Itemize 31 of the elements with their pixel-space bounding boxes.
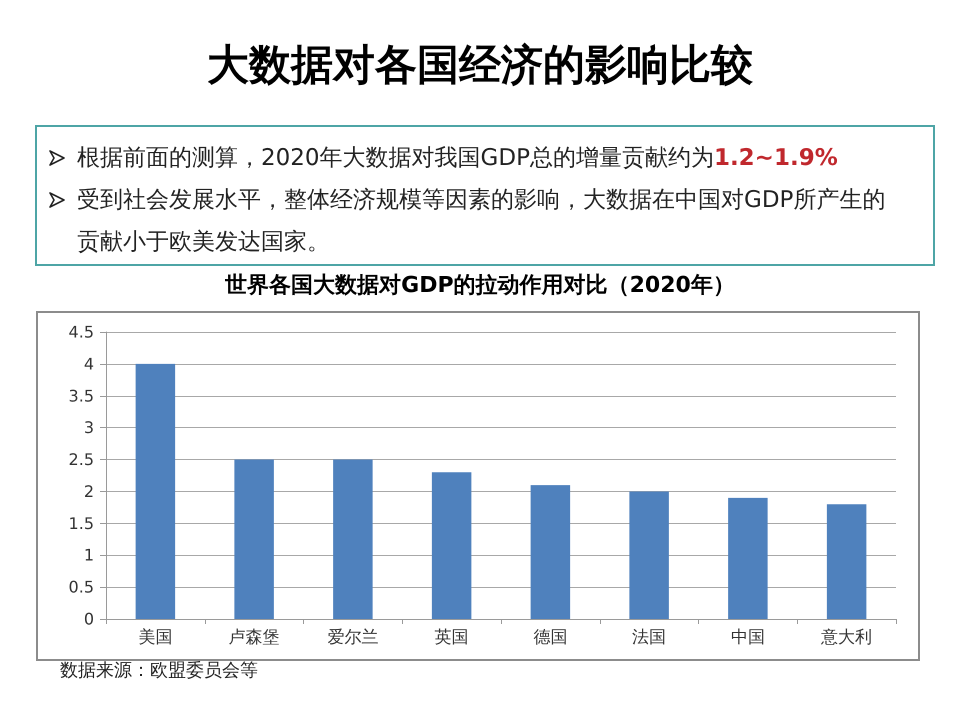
text: 受到社会发展水平，整体经济规模等因素的影响，大数据在中国对GDP所产生的贡献小于欧美发达国家。 xyxy=(77,186,886,257)
x-tick-label: 英国 xyxy=(434,628,469,648)
text: 根据前面的测算，2020年大数据对我国GDP总的增量贡献约为1.2~1.9% xyxy=(77,144,839,173)
chart-subtitle: 世界各国大数据对GDP的拉动作用对比（2020年） xyxy=(224,272,736,300)
x-tick-label: 中国 xyxy=(730,628,765,648)
y-tick-label: 2.5 xyxy=(68,450,94,470)
bar xyxy=(136,364,176,619)
bar xyxy=(530,485,570,619)
bar xyxy=(234,460,274,619)
y-tick-label: 1 xyxy=(84,546,94,565)
x-tick-label: 卢森堡 xyxy=(228,628,280,648)
y-tick-label: 2 xyxy=(84,482,94,501)
bar xyxy=(728,498,768,619)
source-note: 数据来源：欧盟委员会等 xyxy=(60,659,258,683)
x-tick-label: 爱尔兰 xyxy=(327,628,378,648)
x-tick-label: 美国 xyxy=(138,628,172,648)
bar xyxy=(432,472,472,619)
x-tick-label: 法国 xyxy=(632,628,666,648)
chart-title: 大数据对各国经济的影响比较 xyxy=(206,39,754,91)
bar xyxy=(826,504,866,619)
y-tick-label: 4 xyxy=(84,354,94,374)
y-tick-label: 3 xyxy=(84,418,94,438)
y-tick-label: 0.5 xyxy=(68,578,94,597)
y-tick-label: 1.5 xyxy=(68,514,94,533)
y-tick-label: 0 xyxy=(84,610,94,628)
x-tick-label: 德国 xyxy=(533,628,568,648)
bar xyxy=(629,491,669,619)
x-tick-label: 意大利 xyxy=(820,628,872,648)
y-tick-label: 3.5 xyxy=(68,386,94,406)
y-tick-label: 4.5 xyxy=(68,322,94,342)
bar xyxy=(333,460,373,619)
